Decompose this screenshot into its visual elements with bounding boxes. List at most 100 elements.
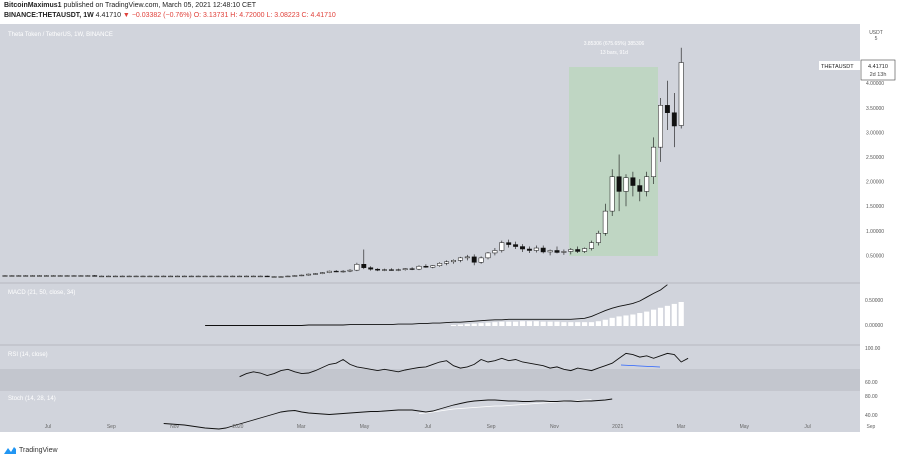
candle-body — [71, 275, 77, 277]
rsi-line — [239, 352, 689, 378]
macd-histogram-bar — [492, 322, 498, 326]
macd-histogram-bar — [637, 313, 643, 326]
chart-canvas[interactable]: 3.85306 (675.65%) 385306 13 bars, 91d Th… — [0, 24, 901, 444]
time-tick-label: Mar — [677, 424, 686, 430]
candle-body — [264, 275, 270, 278]
candle-body — [616, 176, 622, 192]
macd-histogram-bar — [657, 307, 664, 326]
price-axis-ticks: 0.50000 1.00000 1.50000 2.00000 2.50000 3.000… — [866, 81, 884, 259]
candle-body — [237, 275, 243, 278]
macd-histogram-bar — [478, 323, 484, 326]
symbol-label: BINANCE:THETAUSDT, 1W — [4, 12, 94, 19]
macd-histogram-bar — [533, 321, 539, 326]
candle-body — [85, 275, 91, 277]
time-tick-label: 2021 — [612, 424, 623, 430]
time-tick-label: Jul — [425, 424, 431, 430]
macd-histogram-bar — [506, 321, 512, 326]
candle-body — [37, 275, 42, 277]
author-name[interactable]: BitcoinMaximus1 — [4, 2, 62, 9]
brand-name[interactable]: TradingView — [19, 446, 58, 454]
candle-body — [582, 248, 588, 252]
published-text: published on TradingView.com, March 05, … — [63, 2, 257, 9]
rsi-trendline — [620, 364, 661, 368]
rsi-title: RSI (14, close) — [8, 352, 48, 358]
candle-body — [147, 275, 153, 278]
candle-body — [492, 250, 498, 254]
price-tick-label: 0.50000 — [866, 253, 884, 259]
candle-body — [9, 275, 15, 277]
candle-body — [402, 268, 408, 270]
candle-body — [388, 269, 394, 271]
time-tick-label: May — [740, 424, 750, 430]
candlestick-series — [2, 47, 684, 278]
bar-countdown: 2d 13h — [870, 72, 887, 78]
candle-body — [575, 249, 581, 252]
low-value: L: 3.08223 — [266, 12, 300, 19]
candle-body — [140, 275, 146, 278]
close-value: C: 4.41710 — [301, 12, 336, 19]
price-tick-label: 1.00000 — [866, 229, 884, 235]
candle-body — [313, 273, 318, 275]
currency-label: USDT — [869, 30, 883, 36]
time-tick-label: Jul — [45, 424, 51, 430]
stoch-tick-low: 40.00 — [865, 413, 878, 419]
candle-body — [354, 264, 360, 271]
time-tick-label: Sep — [107, 424, 116, 430]
candle-body — [209, 275, 215, 278]
candle-body — [278, 276, 284, 278]
time-tick-label: Nov — [550, 424, 559, 430]
macd-histogram-bar — [664, 305, 670, 326]
candle-body — [57, 275, 63, 277]
macd-histogram-bar — [457, 324, 463, 326]
candle-body — [326, 270, 332, 273]
macd-histogram-bar — [582, 322, 588, 326]
macd-histogram-bar — [575, 322, 581, 326]
candle-body — [451, 260, 456, 263]
candle-body — [375, 268, 381, 271]
macd-histogram-bar — [471, 323, 477, 326]
last-price-tag-value: 4.41710 — [868, 64, 888, 70]
candle-body — [106, 275, 111, 278]
candle-body — [471, 256, 477, 263]
candle-body — [630, 177, 636, 186]
candle-body — [99, 275, 105, 278]
candle-body — [395, 269, 401, 271]
candle-body — [547, 250, 553, 253]
publish-info: BitcoinMaximus1 published on TradingView… — [4, 2, 256, 9]
time-tick-label: Sep — [866, 424, 875, 430]
candle-body — [506, 242, 512, 245]
macd-histogram-bar — [678, 302, 684, 326]
range-box-label-change: 3.85306 (675.65%) 385306 — [584, 41, 645, 47]
candle-body — [161, 275, 167, 278]
candle-body — [126, 275, 132, 278]
macd-histogram-bar — [561, 322, 567, 326]
down-arrow-icon: ▼ — [122, 12, 130, 19]
candle-body — [595, 233, 601, 243]
candle-body — [216, 275, 222, 278]
last-price-tag — [860, 59, 896, 81]
tradingview-logo-icon — [4, 447, 16, 454]
candle-body — [195, 275, 201, 278]
candle-body — [664, 105, 670, 113]
candle-body — [671, 112, 677, 127]
candle-body — [154, 275, 160, 278]
candle-body — [658, 105, 663, 148]
time-axis: Jul Sep Nov 2020 Mar May Jul Sep Nov 2021 Mar May Ju… — [45, 424, 876, 430]
candle-body — [168, 275, 174, 278]
time-tick-label: 2020 — [232, 424, 243, 430]
candle-body — [609, 176, 615, 212]
candle-body — [430, 265, 436, 268]
macd-histogram-bar — [450, 325, 457, 326]
candle-body — [423, 265, 429, 268]
macd-histogram — [450, 302, 684, 326]
candle-body — [23, 275, 29, 277]
candle-body — [623, 177, 629, 192]
candle-body — [478, 257, 484, 263]
macd-histogram-bar — [464, 324, 470, 326]
macd-histogram-bar — [568, 322, 574, 326]
symbol-info: BINANCE:THETAUSDT, 1W 4.41710 ▼ −0.03382… — [4, 12, 336, 19]
candle-body — [520, 246, 525, 250]
candle-body — [457, 257, 463, 261]
candle-body — [589, 242, 594, 249]
candle-body — [319, 272, 325, 274]
